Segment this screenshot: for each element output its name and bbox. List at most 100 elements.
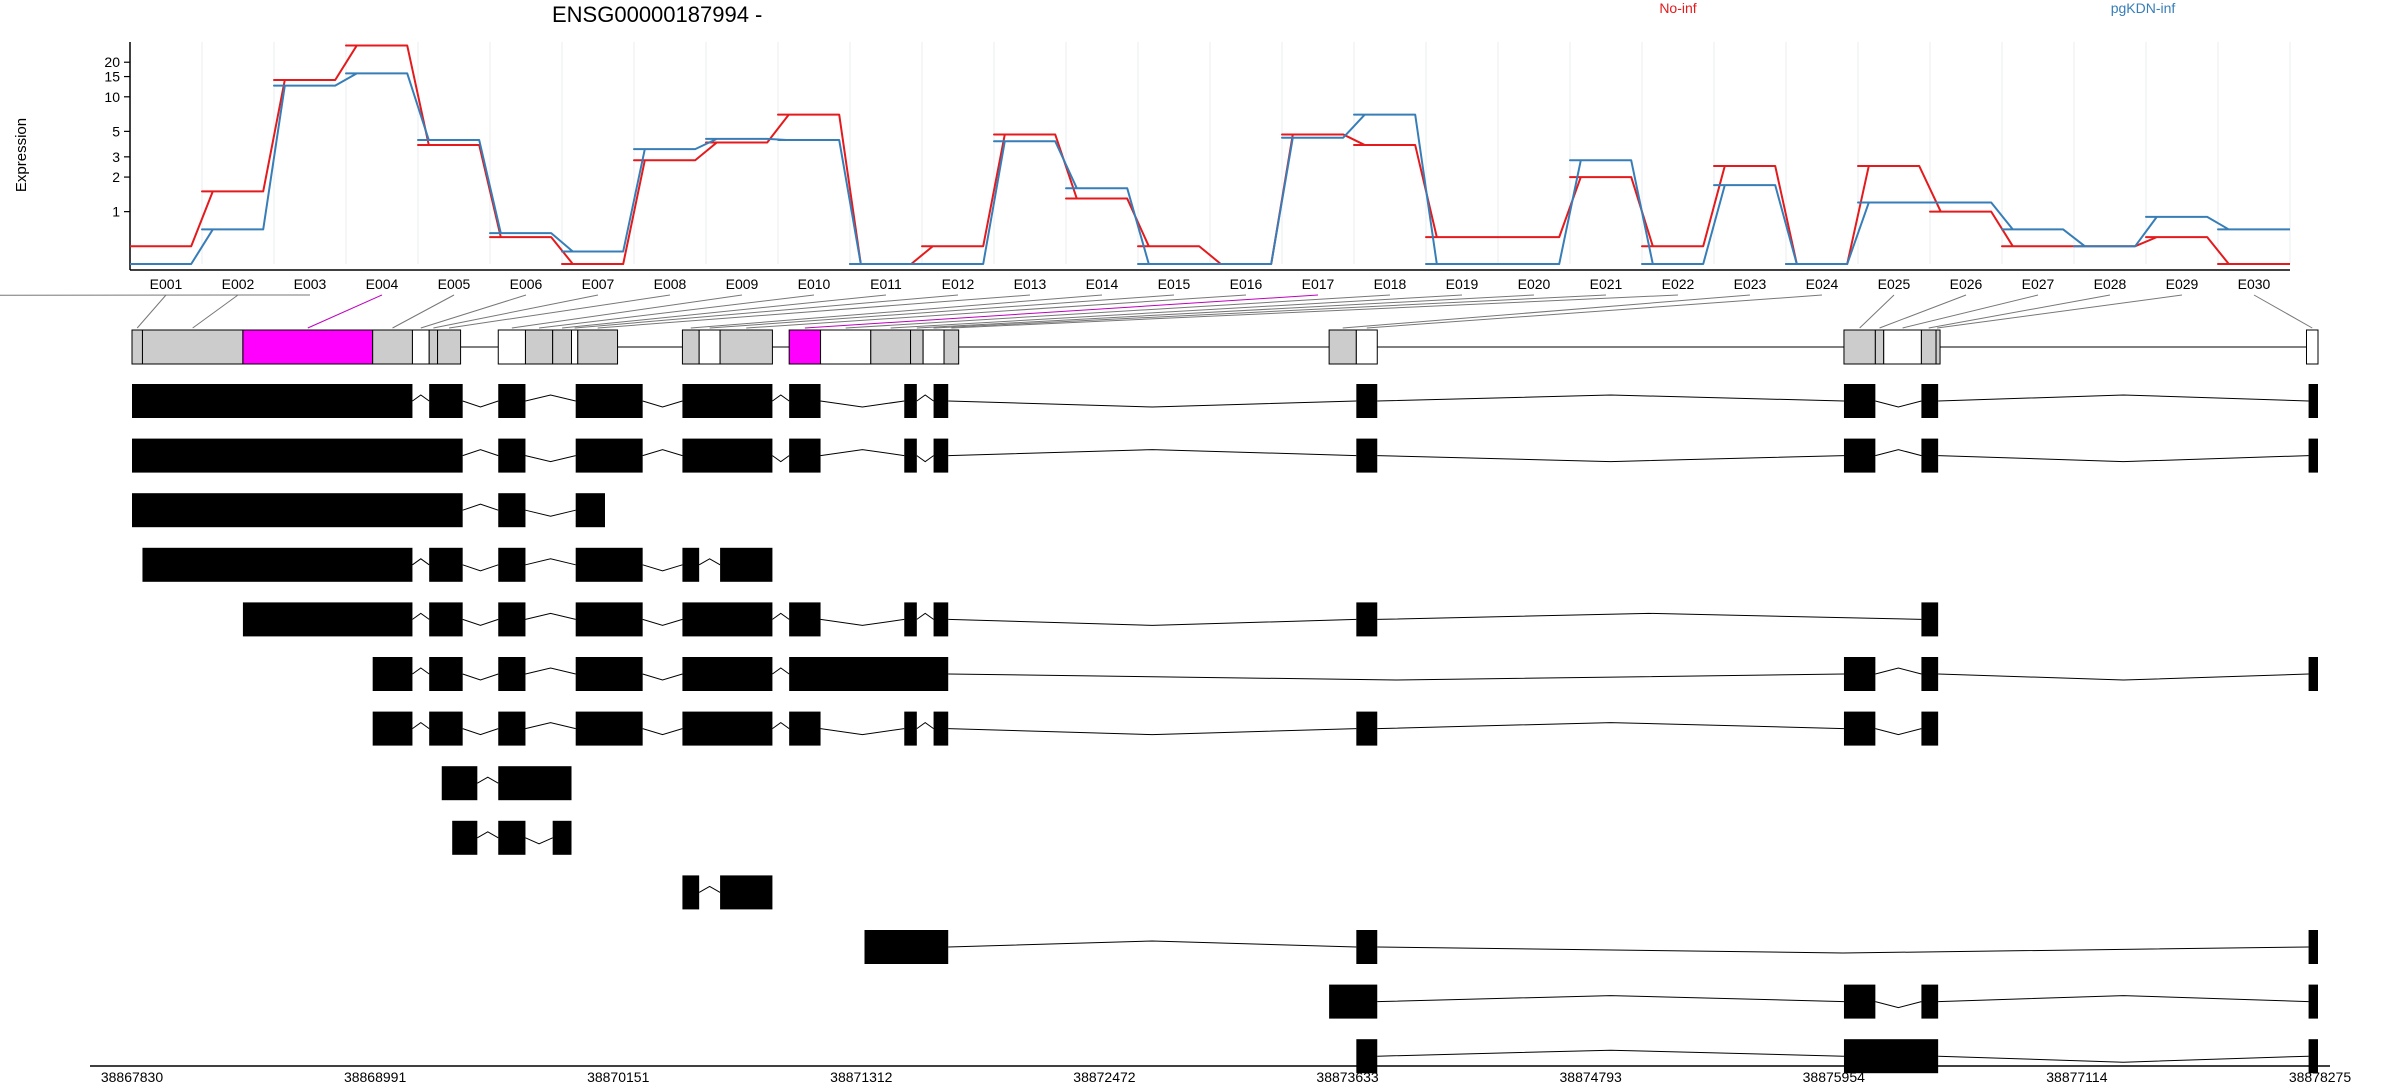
exon-label: E001 xyxy=(150,276,183,292)
transcript-exon xyxy=(682,602,772,636)
exon-bin xyxy=(429,330,437,364)
transcript-exon xyxy=(2309,439,2318,473)
transcript-exon xyxy=(498,821,525,855)
transcript-exon xyxy=(132,493,463,527)
intron-line xyxy=(412,395,429,401)
intron-line xyxy=(1377,723,1844,729)
exon-bin xyxy=(243,330,373,364)
intron-line xyxy=(525,723,575,729)
intron-line xyxy=(1377,996,1844,1002)
transcript-exon xyxy=(429,548,462,582)
exon-label: E015 xyxy=(1158,276,1191,292)
transcript-exon xyxy=(1356,439,1377,473)
exon-bin xyxy=(699,330,720,364)
exon-bin xyxy=(871,330,911,364)
intron-line xyxy=(412,668,429,674)
transcript-track xyxy=(132,384,2318,418)
exon-label: E020 xyxy=(1518,276,1551,292)
genomic-tick-label: 38874793 xyxy=(1560,1069,1623,1085)
transcript-exon xyxy=(373,712,413,746)
exon-label: E010 xyxy=(798,276,831,292)
exon-bin xyxy=(911,330,924,364)
intron-line xyxy=(1875,668,1921,674)
legend-pgkdn-inf: pgKDN-inf xyxy=(2111,0,2176,16)
intron-line xyxy=(1875,401,1921,407)
transcript-exon xyxy=(682,712,772,746)
transcript-exon xyxy=(498,602,525,636)
intron-line xyxy=(463,504,499,510)
exon-label: E030 xyxy=(2238,276,2271,292)
intron-line xyxy=(525,613,575,619)
transcript-exon xyxy=(789,384,820,418)
intron-line xyxy=(463,450,499,456)
exon-bin xyxy=(944,330,959,364)
transcript-exon xyxy=(498,657,525,691)
intron-line xyxy=(948,619,1356,625)
exon-bin xyxy=(438,330,461,364)
intron-line xyxy=(463,401,499,407)
exon-bin xyxy=(1921,330,1936,364)
transcript-exon xyxy=(934,712,949,746)
bin-connector xyxy=(0,295,310,328)
exon-label: E019 xyxy=(1446,276,1479,292)
exon-label: E007 xyxy=(582,276,615,292)
transcript-exon xyxy=(243,602,413,636)
transcript-exon xyxy=(1921,712,1938,746)
transcript-exon xyxy=(132,384,412,418)
intron-line xyxy=(477,777,498,783)
transcript-exon xyxy=(789,657,948,691)
transcript-exon xyxy=(1356,712,1377,746)
bin-connector xyxy=(137,295,166,328)
transcript-exon xyxy=(1356,602,1377,636)
intron-line xyxy=(1938,996,2308,1002)
intron-line xyxy=(525,456,575,462)
transcript-exon xyxy=(934,602,949,636)
intron-line xyxy=(1938,456,2308,462)
exon-bin xyxy=(923,330,944,364)
transcript-exon xyxy=(2309,384,2318,418)
exon-bin xyxy=(789,330,820,364)
genomic-tick-label: 38870151 xyxy=(587,1069,650,1085)
transcript-exon xyxy=(498,384,525,418)
intron-line xyxy=(917,395,934,401)
transcript-exon xyxy=(1356,384,1377,418)
exon-label: E013 xyxy=(1014,276,1047,292)
intron-line xyxy=(772,613,789,619)
intron-line xyxy=(525,559,575,565)
genomic-tick-label: 38867830 xyxy=(101,1069,164,1085)
transcript-exon xyxy=(904,712,917,746)
intron-line xyxy=(917,456,934,462)
intron-line xyxy=(643,619,683,625)
exon-label: E017 xyxy=(1302,276,1335,292)
legend-no-inf: No-inf xyxy=(1659,0,1696,16)
transcript-exon xyxy=(142,548,412,582)
transcript-exon xyxy=(132,439,463,473)
intron-line xyxy=(525,838,552,844)
transcript-exon xyxy=(1844,657,1875,691)
transcript-exon xyxy=(1921,384,1938,418)
transcript-exon xyxy=(720,875,772,909)
exon-label: E024 xyxy=(1806,276,1839,292)
transcript-exon xyxy=(904,439,917,473)
transcript-exon xyxy=(553,821,572,855)
exon-label: E018 xyxy=(1374,276,1407,292)
bin-connector xyxy=(193,295,238,328)
transcript-exon xyxy=(429,384,462,418)
chart-title: ENSG00000187994 - xyxy=(552,2,762,27)
intron-line xyxy=(477,832,498,838)
transcript-exon xyxy=(1844,439,1875,473)
exon-label: E012 xyxy=(942,276,975,292)
transcript-exon xyxy=(498,712,525,746)
intron-line xyxy=(821,450,905,456)
transcript-exon xyxy=(576,602,643,636)
intron-line xyxy=(948,941,1356,947)
intron-line xyxy=(525,668,575,674)
transcript-track xyxy=(682,875,772,909)
intron-line xyxy=(412,559,429,565)
bin-connector xyxy=(393,295,454,328)
genomic-tick-label: 38873633 xyxy=(1316,1069,1379,1085)
exon-label: E008 xyxy=(654,276,687,292)
transcript-exon xyxy=(576,439,643,473)
transcript-exon xyxy=(1921,602,1938,636)
